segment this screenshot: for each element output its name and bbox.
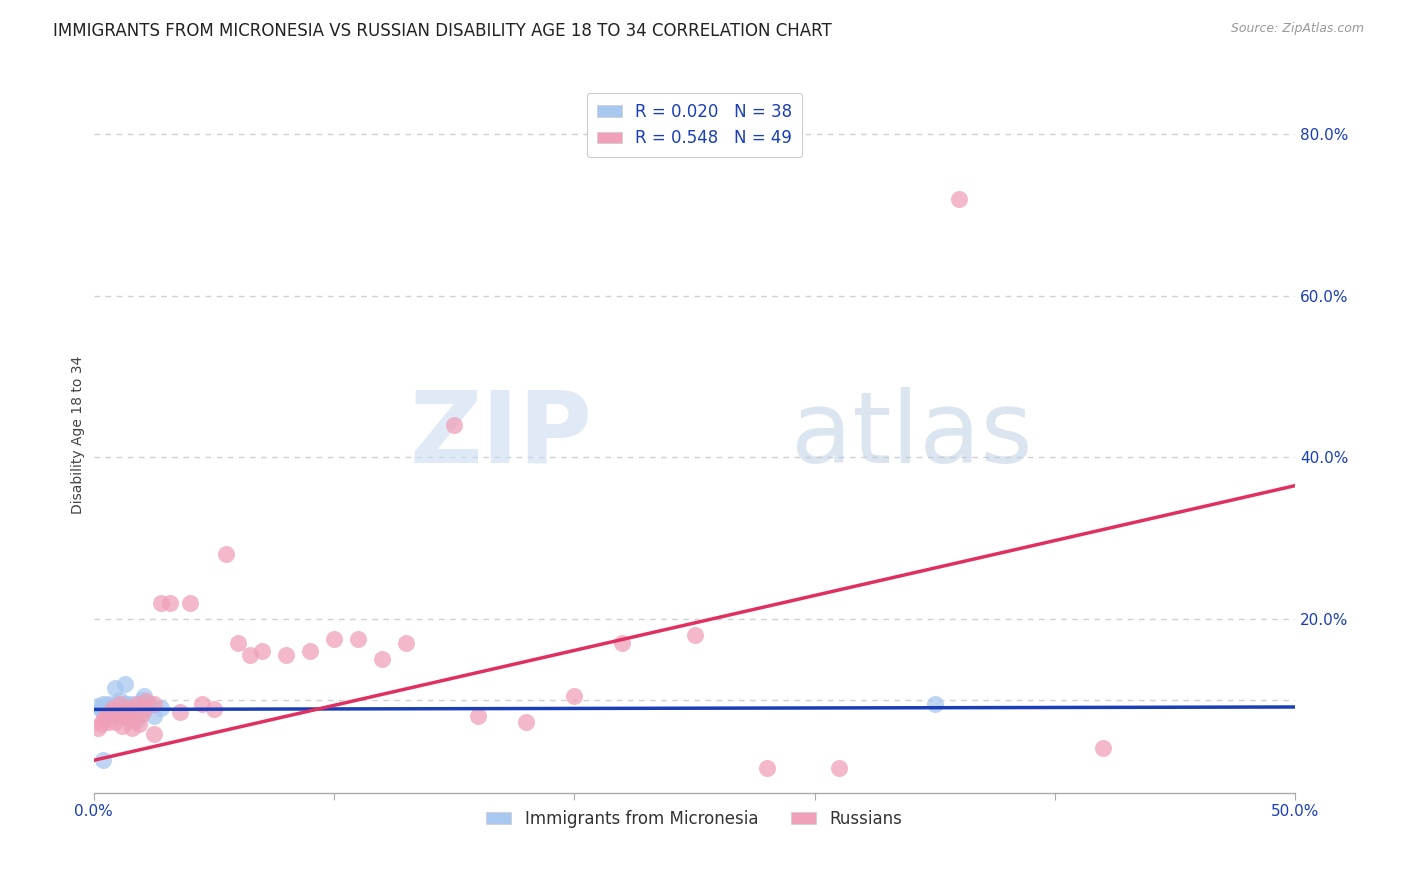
Point [948,192,970,206]
Point [135,700,157,714]
Point [87,699,110,714]
Point [90,702,112,716]
Point [101,702,124,716]
Text: IMMIGRANTS FROM MICRONESIA VS RUSSIAN DISABILITY AGE 18 TO 34 CORRELATION CHART: IMMIGRANTS FROM MICRONESIA VS RUSSIAN DI… [53,22,832,40]
Point [131,707,153,722]
Y-axis label: Disability Age 18 to 34: Disability Age 18 to 34 [72,356,86,514]
Point [190,697,212,711]
Point [274,648,297,663]
Point [124,705,146,719]
Point [128,697,150,711]
Point [97,715,120,730]
Point [132,689,155,703]
Point [443,417,465,432]
Point [142,709,165,723]
Point [169,705,191,719]
Point [91,697,114,711]
Point [91,753,114,767]
Point [87,721,110,735]
Point [108,707,131,722]
Point [111,718,134,732]
Point [683,628,706,642]
Point [90,717,112,731]
Point [94,707,117,722]
Point [111,705,134,719]
Text: ZIP: ZIP [409,386,592,483]
Point [104,697,127,711]
Point [108,697,131,711]
Point [104,681,127,695]
Point [142,726,165,740]
Point [132,702,155,716]
Point [91,713,114,727]
Point [108,692,131,706]
Point [128,717,150,731]
Point [114,676,136,690]
Point [215,547,238,561]
Point [94,700,117,714]
Point [323,632,346,646]
Point [562,689,585,703]
Point [1092,741,1115,756]
Point [118,705,141,719]
Point [924,697,946,711]
Point [371,652,394,666]
Point [114,709,136,723]
Point [118,700,141,714]
Legend: Immigrants from Micronesia, Russians: Immigrants from Micronesia, Russians [479,803,910,834]
Point [107,705,129,719]
Point [347,632,370,646]
Point [97,697,120,711]
Point [115,705,138,719]
Point [91,705,114,719]
Point [612,636,634,650]
Point [121,721,143,735]
Point [202,702,225,716]
Point [135,694,157,708]
Point [121,697,143,711]
Point [97,702,120,716]
Point [104,715,127,730]
Point [125,713,148,727]
Point [125,697,148,711]
Point [101,700,124,714]
Point [114,697,136,711]
Point [118,713,141,727]
Point [467,709,489,723]
Point [250,644,273,658]
Point [138,697,160,711]
Point [115,697,138,711]
Point [239,648,262,663]
Point [111,697,134,711]
Text: Source: ZipAtlas.com: Source: ZipAtlas.com [1230,22,1364,36]
Point [226,636,249,650]
Point [149,596,172,610]
Point [107,705,129,719]
Point [115,705,138,719]
Point [124,713,146,727]
Point [149,700,172,714]
Point [131,692,153,706]
Point [515,715,537,730]
Point [159,596,181,610]
Point [100,705,122,719]
Point [179,596,201,610]
Point [395,636,418,650]
Point [100,699,122,714]
Point [94,709,117,723]
Point [100,705,122,719]
Text: atlas: atlas [790,386,1032,483]
Point [142,697,165,711]
Point [755,761,778,775]
Point [298,644,321,658]
Point [101,709,124,723]
Point [828,761,851,775]
Point [107,700,129,714]
